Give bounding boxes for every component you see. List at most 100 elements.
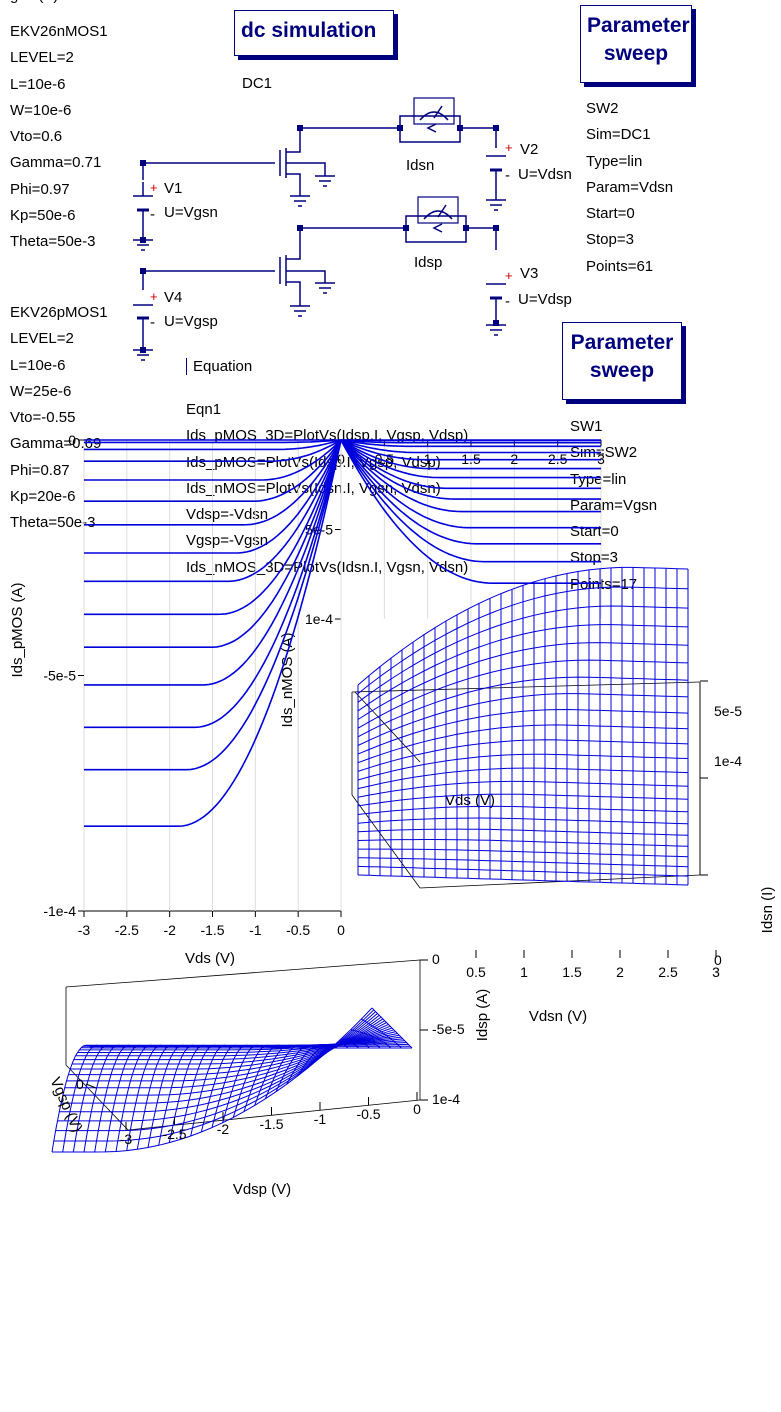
v4-plus: + (150, 289, 158, 304)
nmos-x-tick-label: 3 (597, 451, 605, 467)
pmos3d-x-tick-label: -2 (217, 1121, 230, 1137)
v1-value: U=Vgsn (164, 204, 218, 221)
pmos-curve (84, 439, 342, 462)
nmos3d-y-axis-label: Vgsn (V) (0, 0, 58, 4)
pmos-curve (84, 439, 342, 502)
nmos-y-axis-label: Ids_nMOS (A) (279, 632, 296, 727)
v2-label: V2 (520, 141, 539, 158)
parameter-sweep-sw2-box[interactable]: Parameter sweep (580, 5, 692, 83)
nmos3d-z-axis-label: Idsn (I) (759, 887, 776, 934)
pmos3d-mesh-line (179, 1044, 221, 1140)
nmos-curve (340, 439, 601, 454)
dc-simulation-title: dc simulation (241, 19, 377, 42)
equation-block[interactable]: Equation (186, 358, 252, 375)
pmos-curve (84, 439, 342, 583)
sweep1-name: SW1 (570, 418, 603, 435)
nmos-curve (340, 439, 601, 513)
pmos3d-mesh-line (190, 1044, 232, 1137)
v1-label: V1 (164, 180, 183, 197)
pmos3d-mesh-line (158, 1044, 200, 1146)
pmos3d-mesh-line (339, 1038, 381, 1049)
nmos3d-box-edge (351, 794, 421, 889)
pmos-y-tick-label: -1e-4 (43, 903, 76, 919)
nmos3d-x-tick-label: 1.5 (562, 964, 582, 980)
sweep1-param: Type=lin (570, 470, 627, 488)
schematic-drawing: + + + + - - - - (133, 97, 513, 361)
nmos3d-z-tick-label: 1e-4 (714, 753, 742, 769)
pmos3d-mesh-line (361, 1018, 402, 1049)
v3-value: U=Vdsp (518, 291, 572, 308)
pmos3d-mesh-line (286, 1044, 328, 1085)
pmos3d-x-tick-label: 0 (413, 1101, 421, 1117)
nmos3d-box-edge (354, 691, 421, 763)
pmos-curve (84, 439, 342, 771)
pmos-x-tick-label: -1 (249, 922, 262, 938)
nmos3d-z-tick-label: 0 (714, 952, 722, 968)
sweep2-param: Param=Vdsn (586, 178, 674, 196)
nmos3d-x-tick-label: 2 (616, 964, 624, 980)
pmos3d-mesh-line (115, 1044, 157, 1152)
v2-plus: + (505, 140, 513, 155)
pmos-curve (84, 439, 342, 444)
pmos3d-mesh-line (62, 1044, 104, 1153)
sweep2-params: SW2 Sim=DC1 Type=lin Param=Vdsn Start=0 … (586, 96, 673, 280)
idsn-label: Idsn (406, 157, 435, 174)
pmos-x-tick-label: -0.5 (286, 922, 310, 938)
pmos3d-mesh-line (62, 1018, 384, 1096)
sweep2-param: Sim=DC1 (586, 126, 651, 144)
pmos-curve (84, 439, 342, 526)
pmos-curve (84, 439, 342, 648)
pmos3d-mesh-line (136, 1044, 178, 1150)
pmos3d-mesh-line (254, 1044, 296, 1106)
pmos-x-axis-label: Vds (V) (185, 950, 235, 967)
sweep2-param: Type=lin (586, 152, 643, 170)
pmos-curve (84, 439, 342, 686)
nmos-curve (340, 439, 601, 470)
nmos-param: Phi=0.97 (10, 180, 70, 198)
pmos3d-mesh-line (94, 1044, 136, 1153)
sweep-title: sweep (589, 359, 655, 382)
v1-plus: + (150, 180, 158, 195)
v4-value: U=Vgsp (164, 313, 218, 330)
pmos-x-tick-label: -2.5 (115, 922, 139, 938)
sweep1-param: Sim=SW2 (570, 444, 638, 462)
pmos-x-tick-label: 0 (337, 922, 345, 938)
nmos-curve (340, 439, 601, 500)
pmos-curve (84, 439, 342, 729)
pmos3d-mesh-line (232, 1044, 274, 1118)
pmos-x-tick-label: -3 (78, 922, 91, 938)
nmos-param: Theta=50e-3 (10, 233, 96, 251)
pmos3d-mesh-line (211, 1044, 253, 1128)
pmos3d-mesh-line (83, 1044, 125, 1153)
nmos-param: L=10e-6 (10, 75, 66, 93)
nmos3d-x-tick-label: 1 (520, 964, 528, 980)
pmos3d-mesh-line (329, 1041, 370, 1051)
pmos3d-mesh-line (371, 1007, 413, 1049)
sweep-title: Parameter (570, 331, 674, 354)
nmos3d-z-tick-label: 5e-5 (714, 703, 742, 719)
sweep2-param: Start=0 (586, 205, 635, 223)
pmos-param: LEVEL=2 (10, 330, 74, 348)
v4-minus: - (150, 314, 155, 331)
sweep1-param: Param=Vgsn (570, 496, 658, 514)
pmos-curve (84, 439, 342, 827)
dc-simulation-box[interactable]: dc simulation (234, 10, 394, 56)
pmos-model-name: EKV26pMOS1 (10, 304, 108, 321)
equation-line: Vdsp=-Vdsn (186, 506, 269, 524)
pmos3d-mesh-line (51, 1044, 93, 1153)
parameter-sweep-sw1-box[interactable]: Parameter sweep (562, 322, 682, 400)
nmos-y-tick-label: 1e-4 (305, 611, 333, 627)
nmos3d-x-tick-label: 3 (712, 964, 720, 980)
pmos-y-tick-label: 0 (68, 432, 76, 448)
pmos-param: Theta=50e-3 (10, 514, 96, 532)
nmos-curve (340, 439, 601, 479)
dc-simulation-name: DC1 (242, 75, 273, 92)
sweep2-name: SW2 (586, 100, 619, 117)
equation-line: Vgsp=-Vgsn (186, 532, 269, 550)
pmos3d-mesh-line (147, 1044, 189, 1148)
pmos-model-params: EKV26pMOS1 LEVEL=2 L=10e-6 W=25e-6 Vto=-… (10, 300, 108, 537)
pmos3d-mesh-line (264, 1044, 306, 1099)
sweep1-params: SW1 Sim=SW2 Type=lin Param=Vgsn Start=0 … (570, 414, 657, 598)
pmos3d-mesh-line (57, 1013, 378, 1122)
